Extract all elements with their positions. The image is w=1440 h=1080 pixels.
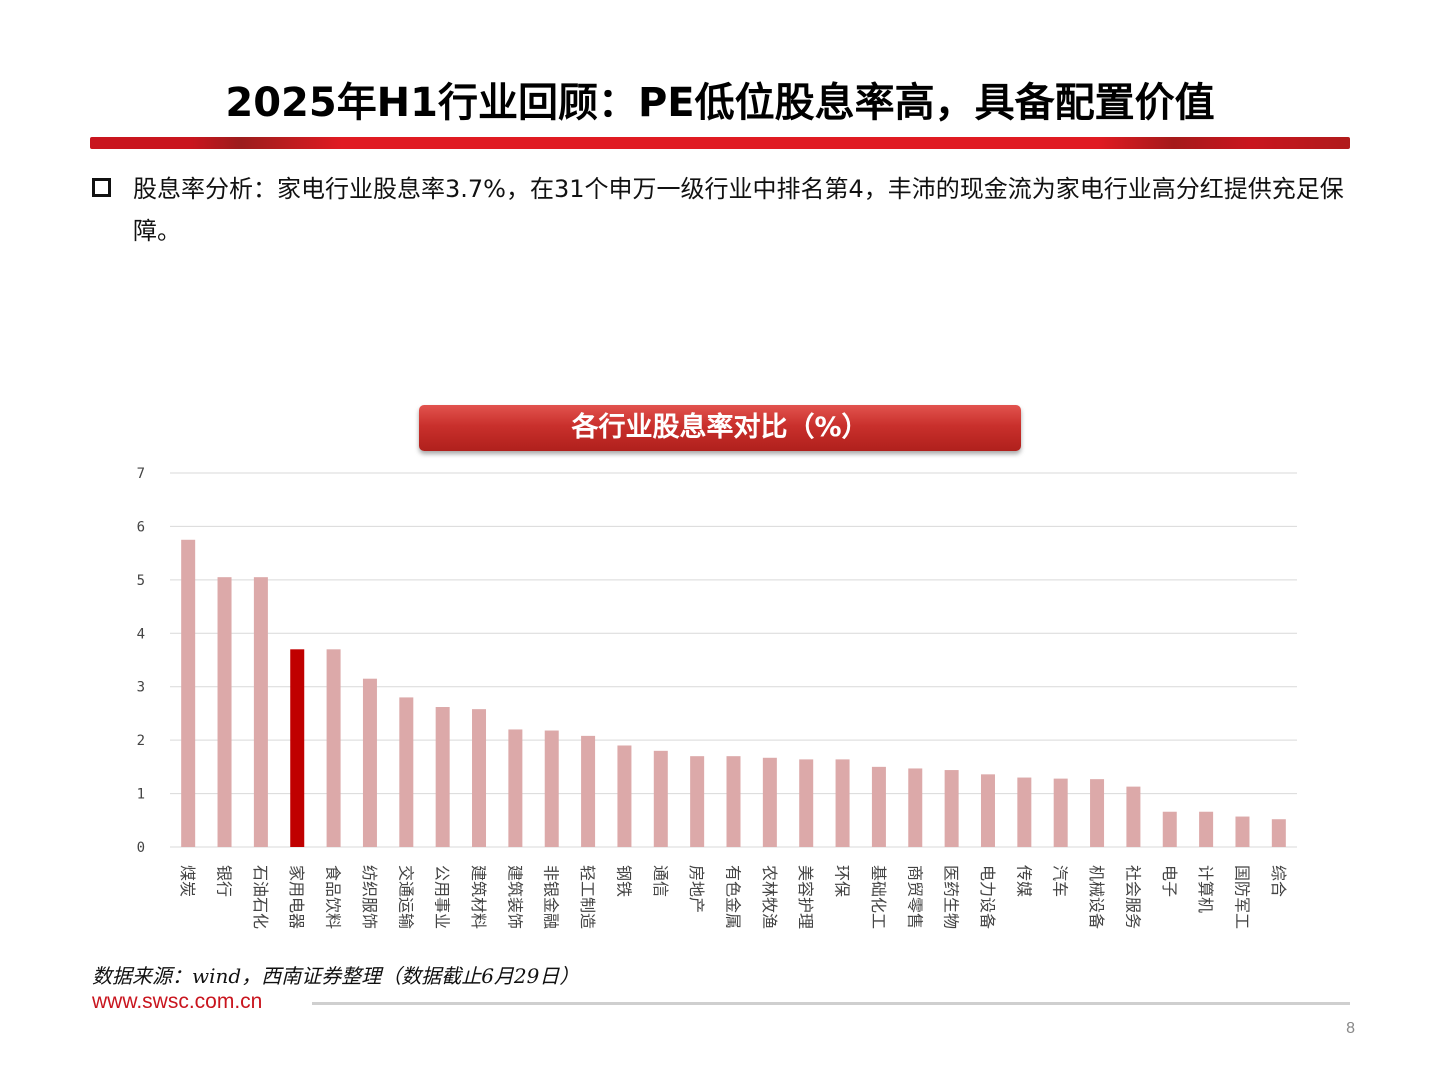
bar-22 — [980, 774, 995, 847]
bar-0 — [181, 539, 196, 847]
bar-11 — [581, 735, 596, 847]
x-category-label: 非银金融 — [542, 865, 561, 929]
x-category-label: 通信 — [651, 865, 670, 897]
x-category-label: 计算机 — [1196, 865, 1215, 913]
y-tick-label: 1 — [137, 787, 145, 803]
bar-25 — [1090, 779, 1105, 847]
x-category-label: 汽车 — [1051, 865, 1070, 897]
bar-8 — [472, 709, 487, 847]
x-category-label: 医药生物 — [942, 865, 961, 929]
x-category-label: 社会服务 — [1123, 865, 1142, 929]
bar-27 — [1162, 811, 1177, 847]
x-category-label: 电子 — [1160, 865, 1179, 897]
bar-12 — [617, 745, 632, 847]
y-tick-label: 3 — [137, 680, 145, 696]
y-tick-label: 2 — [137, 733, 145, 749]
x-category-label: 银行 — [215, 865, 234, 897]
bullet-square-icon — [92, 178, 111, 197]
x-category-label: 有色金属 — [724, 865, 743, 929]
x-category-label: 纺织服饰 — [360, 865, 379, 929]
chart-gridlines — [170, 472, 1297, 848]
x-category-label: 食品饮料 — [324, 865, 343, 929]
y-tick-label: 7 — [137, 466, 145, 482]
x-category-label: 轻工制造 — [578, 865, 597, 929]
x-category-label: 建筑材料 — [469, 865, 488, 929]
x-category-label: 建筑装饰 — [505, 865, 524, 929]
title-divider-bar — [90, 137, 1350, 149]
x-category-label: 环保 — [833, 865, 852, 897]
x-category-label: 美容护理 — [796, 865, 815, 929]
bar-13 — [653, 750, 668, 847]
y-tick-label: 0 — [137, 840, 145, 856]
x-category-label: 房地产 — [687, 865, 706, 913]
x-category-label: 公用事业 — [433, 865, 452, 929]
bar-29 — [1235, 816, 1250, 847]
y-tick-label: 4 — [137, 626, 145, 642]
chart-y-axis: 0 1 2 3 4 5 6 7 — [137, 466, 145, 856]
bar-14 — [690, 756, 705, 847]
bar-28 — [1199, 811, 1214, 847]
page-title: 2025年H1行业回顾：PE低位股息率高，具备配置价值 — [225, 80, 1215, 126]
bar-23 — [1017, 777, 1032, 847]
x-category-label: 电力设备 — [978, 865, 997, 929]
x-category-label: 商贸零售 — [905, 865, 924, 929]
x-category-label: 传媒 — [1014, 865, 1033, 897]
bar-16 — [762, 757, 777, 847]
footer-website-link[interactable]: www.swsc.com.cn — [92, 990, 263, 1013]
page-number: 8 — [1346, 1020, 1355, 1037]
chart-title-banner: 各行业股息率对比（%） — [419, 405, 1021, 451]
data-source-note: 数据来源：wind，西南证券整理（数据截止6月29日） — [92, 964, 580, 988]
bar-4 — [326, 649, 341, 847]
bar-7 — [435, 707, 450, 847]
x-category-label: 钢铁 — [614, 865, 633, 897]
x-category-label: 石油石化 — [251, 865, 270, 929]
footer-divider — [312, 1002, 1350, 1005]
bar-6 — [399, 697, 414, 847]
x-category-label: 交通运输 — [396, 865, 415, 929]
dividend-yield-bar-chart: 0 1 2 3 4 5 6 7 煤炭 银行 石油石化 家用电器 食品饮料 纺织服饰 交通运输 公用事业 建筑材… — [137, 466, 1297, 929]
bar-2 — [253, 577, 268, 847]
x-category-label: 机械设备 — [1087, 865, 1106, 929]
chart-bars — [181, 539, 1286, 847]
chart-x-axis: 煤炭 银行 石油石化 家用电器 食品饮料 纺织服饰 交通运输 公用事业 建筑材料 建筑装饰 非银金融… — [178, 865, 1288, 929]
bar-30 — [1271, 819, 1286, 847]
bar-17 — [799, 759, 814, 847]
bar-5 — [362, 678, 377, 847]
x-category-label: 农林牧渔 — [760, 865, 779, 929]
bar-9 — [508, 729, 523, 847]
bar-10 — [544, 730, 559, 847]
bullet-text: 股息率分析：家电行业股息率3.7%，在31个申万一级行业中排名第4，丰沛的现金流… — [133, 175, 1344, 245]
bar-18 — [835, 759, 850, 847]
bar-15 — [726, 756, 741, 847]
bar-1 — [217, 577, 232, 847]
bar-19 — [871, 766, 886, 847]
x-category-label: 家用电器 — [287, 865, 306, 929]
y-tick-label: 5 — [137, 573, 145, 589]
x-category-label: 煤炭 — [178, 865, 197, 897]
x-category-label: 国防军工 — [1232, 865, 1251, 929]
bar-3 — [290, 649, 305, 847]
y-tick-label: 6 — [137, 519, 145, 535]
bar-24 — [1053, 778, 1068, 847]
bar-20 — [908, 768, 923, 847]
bar-21 — [944, 770, 959, 847]
x-category-label: 综合 — [1269, 865, 1288, 897]
bar-26 — [1126, 786, 1141, 847]
x-category-label: 基础化工 — [869, 865, 888, 929]
